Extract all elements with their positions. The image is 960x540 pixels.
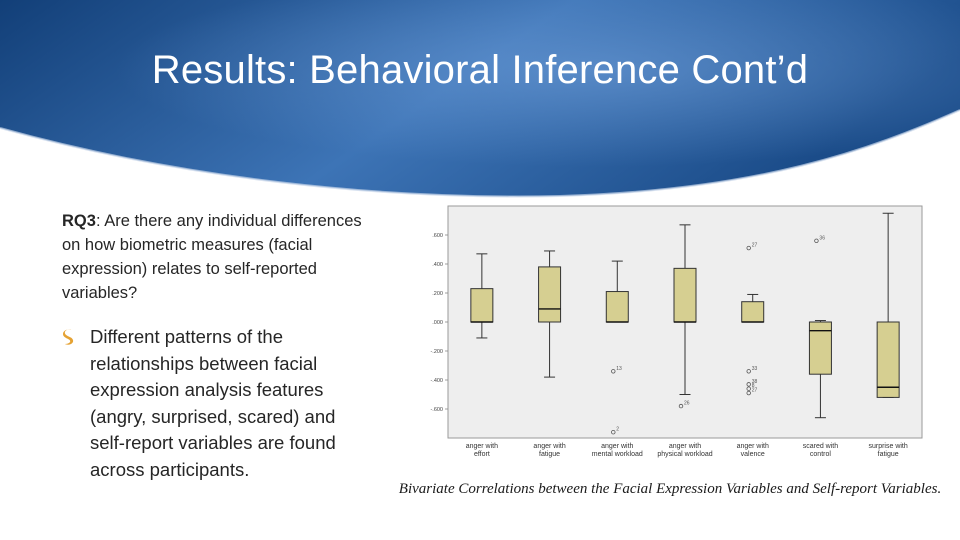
slide-title: Results: Behavioral Inference Cont’d	[151, 48, 809, 92]
y-tick-label: -.200	[430, 349, 443, 355]
x-tick-label: fatigue	[539, 451, 560, 458]
outlier-label: 36	[819, 235, 825, 241]
y-tick-label: .000	[432, 320, 443, 326]
outlier-point	[611, 429, 616, 435]
x-tick-label: physical workload	[657, 451, 712, 458]
x-tick-label: mental workload	[592, 451, 643, 458]
y-tick-label: .600	[432, 233, 443, 239]
boxplot-chart: .600 .400 .200 .000 -.200 -.400 -.600 anger wit…	[430, 205, 923, 458]
outlier-point	[746, 390, 751, 396]
x-tick-label: anger with	[533, 443, 565, 450]
outlier-point	[814, 238, 819, 243]
outlier-point	[611, 369, 616, 374]
rq-text: : Are there any individual differences o…	[62, 212, 362, 302]
outlier-point	[746, 369, 751, 374]
x-tick-label: anger with	[466, 443, 498, 450]
x-tick-label: fatigue	[878, 451, 899, 458]
outlier-label: 13	[616, 366, 622, 372]
y-tick-label: .400	[432, 262, 443, 268]
box	[673, 267, 697, 323]
x-tick-label: anger with	[601, 443, 633, 450]
box	[741, 301, 765, 323]
box	[876, 321, 900, 398]
rq-label: RQ3	[62, 212, 96, 230]
x-tick-label: surprise with	[868, 443, 907, 450]
outlier-point	[678, 403, 684, 409]
outlier-label: 33	[752, 366, 758, 372]
header-banner	[0, 0, 960, 198]
research-question: RQ3: Are there any individual difference…	[62, 209, 372, 305]
figure-caption: Bivariate Correlations between the Facia…	[398, 481, 942, 497]
bullet-text: Different patterns of the relationships …	[90, 326, 336, 480]
outlier-label: 8	[752, 383, 755, 389]
y-tick-label: -.600	[430, 407, 443, 413]
y-tick-label: -.400	[430, 378, 443, 384]
box	[605, 291, 629, 323]
outlier-label: 2	[616, 427, 619, 433]
outlier-label: 27	[752, 243, 758, 249]
outlier-label: 38	[752, 379, 758, 385]
box	[470, 288, 494, 323]
x-tick-label: control	[810, 451, 831, 458]
box	[538, 266, 562, 323]
box	[808, 321, 832, 375]
x-tick-label: anger with	[669, 443, 701, 450]
y-tick-label: .200	[432, 291, 443, 297]
outlier-point	[746, 386, 751, 391]
leaf-s-icon	[63, 329, 74, 345]
x-tick-label: scared with	[803, 443, 839, 450]
outlier-point	[746, 382, 751, 387]
x-tick-label: effort	[474, 451, 490, 458]
outlier-label: 27	[752, 388, 758, 394]
outlier-label: 26	[684, 401, 690, 407]
outlier-point	[746, 245, 751, 251]
x-tick-label: valence	[741, 451, 765, 458]
x-tick-label: anger with	[737, 443, 769, 450]
